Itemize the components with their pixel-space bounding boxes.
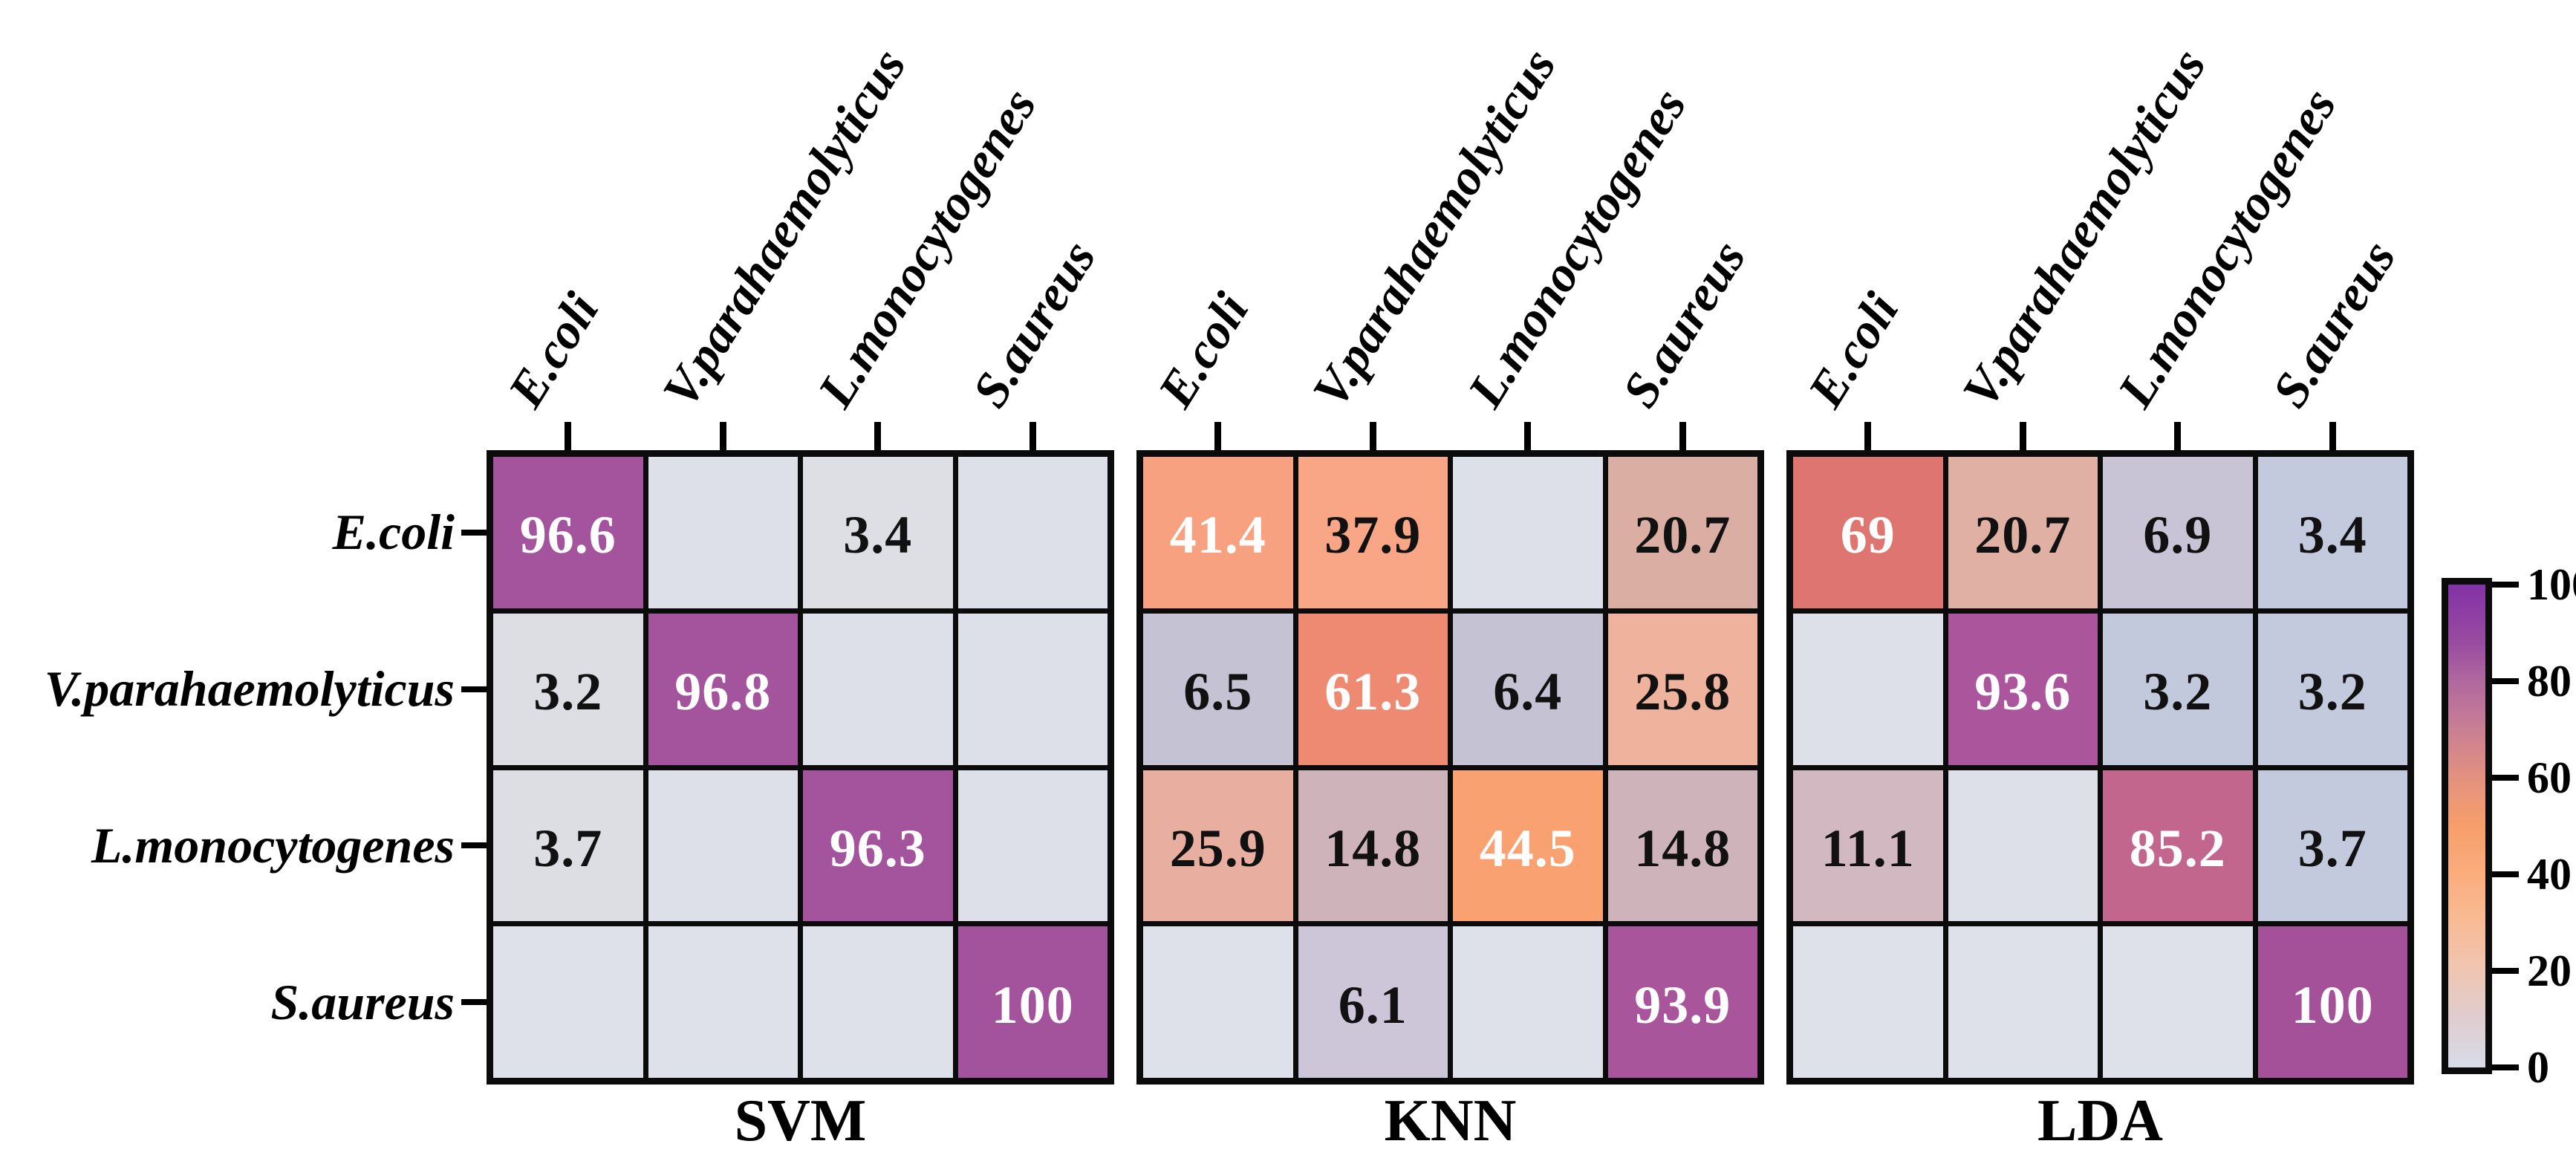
heatmap-cell: 3.2 <box>2257 613 2407 765</box>
row-label: E.coli <box>332 504 455 561</box>
colorbar-tick-label: 40 <box>2527 849 2572 899</box>
heatmap-cell <box>1793 926 1943 1078</box>
column-tick <box>1369 422 1376 450</box>
heatmap-cell <box>493 926 643 1078</box>
heatmap-cell: 14.8 <box>1607 770 1757 922</box>
heatmap-cell <box>803 926 953 1078</box>
heatmap-cell <box>1948 926 2098 1078</box>
heatmap-cell: 25.9 <box>1143 770 1293 922</box>
heatmap-cell <box>648 457 798 608</box>
colorbar-tick <box>2492 678 2519 684</box>
column-label: S.aureus <box>961 230 1107 417</box>
colorbar-tick <box>2492 1064 2519 1070</box>
heatmap-cell: 96.3 <box>803 770 953 922</box>
heatmap-cell: 93.9 <box>1607 926 1757 1078</box>
method-label-svm: SVM <box>734 1088 867 1154</box>
heatmap-cell <box>957 613 1108 765</box>
heatmap-cell: 96.6 <box>493 457 643 608</box>
column-tick <box>874 422 882 450</box>
row-tick <box>461 529 487 536</box>
column-label: S.aureus <box>2261 230 2407 417</box>
heatmap-cell: 93.6 <box>1948 613 2098 765</box>
column-tick <box>719 422 726 450</box>
column-label: E.coli <box>496 283 610 417</box>
heatmap-cell: 3.7 <box>2257 770 2407 922</box>
heatmap-cell: 3.2 <box>493 613 643 765</box>
heatmap-cell <box>803 613 953 765</box>
heatmap-cell: 3.4 <box>803 457 953 608</box>
heatmap-cell: 85.2 <box>2103 770 2253 922</box>
heatmap-cell: 20.7 <box>1948 457 2098 608</box>
row-tick <box>461 686 487 692</box>
heatmap-cell <box>1948 770 2098 922</box>
confusion-matrix-knn: 41.4 37.9 20.7 6.5 61.3 6.4 25.8 25.9 14.8 44.5 14… <box>1136 450 1764 1085</box>
heatmap-cell: 6.4 <box>1453 613 1603 765</box>
column-tick <box>565 422 572 450</box>
heatmap-cell <box>2103 926 2253 1078</box>
heatmap-cell: 11.1 <box>1793 770 1943 922</box>
column-label: S.aureus <box>1611 230 1757 417</box>
heatmap-cell <box>1143 926 1293 1078</box>
row-tick <box>461 842 487 849</box>
column-label: E.coli <box>1146 283 1260 417</box>
heatmap-cell: 6.9 <box>2103 457 2253 608</box>
heatmap-cell: 37.9 <box>1298 457 1448 608</box>
heatmap-cell: 20.7 <box>1607 457 1757 608</box>
heatmap-cell <box>957 770 1108 922</box>
colorbar-tick-label: 60 <box>2527 752 2572 802</box>
column-tick <box>1214 422 1222 450</box>
heatmap-cell: 96.8 <box>648 613 798 765</box>
colorbar <box>2442 578 2492 1074</box>
heatmap-cell <box>1453 926 1603 1078</box>
heatmap-cell <box>648 926 798 1078</box>
confusion-matrix-svm: 96.6 3.4 3.2 96.8 3.7 96.3 100 <box>487 450 1114 1085</box>
heatmap-cell: 100 <box>2257 926 2407 1078</box>
heatmap-cell: 41.4 <box>1143 457 1293 608</box>
colorbar-tick <box>2492 775 2519 781</box>
colorbar-tick-label: 80 <box>2527 656 2572 706</box>
heatmap-cell <box>1793 613 1943 765</box>
colorbar-tick <box>2492 871 2519 877</box>
heatmap-cell: 6.1 <box>1298 926 1448 1078</box>
column-tick <box>1524 422 1532 450</box>
method-label-lda: LDA <box>2037 1088 2163 1154</box>
colorbar-tick <box>2492 968 2519 974</box>
row-label: S.aureus <box>270 973 455 1030</box>
heatmap-cell: 3.7 <box>493 770 643 922</box>
heatmap-cell: 61.3 <box>1298 613 1448 765</box>
confusion-matrix-lda: 69 20.7 6.9 3.4 93.6 3.2 3.2 11.1 85.2 3.7 100 <box>1786 450 2414 1085</box>
heatmap-cell: 69 <box>1793 457 1943 608</box>
column-label: E.coli <box>1796 283 1910 417</box>
heatmap-cell <box>648 770 798 922</box>
column-tick <box>2019 422 2026 450</box>
heatmap-cell: 14.8 <box>1298 770 1448 922</box>
colorbar-tick-label: 20 <box>2527 946 2572 995</box>
heatmap-cell: 25.8 <box>1607 613 1757 765</box>
column-tick <box>1864 422 1872 450</box>
row-label: V.parahaemolyticus <box>44 660 455 718</box>
colorbar-tick-label: 100 <box>2527 559 2576 609</box>
heatmap-cell: 44.5 <box>1453 770 1603 922</box>
column-tick <box>1029 422 1036 450</box>
column-tick <box>2329 422 2336 450</box>
heatmap-cell <box>957 457 1108 608</box>
heatmap-cell: 3.4 <box>2257 457 2407 608</box>
row-tick <box>461 999 487 1006</box>
heatmap-cell <box>1453 457 1603 608</box>
column-tick <box>1679 422 1686 450</box>
row-label: L.monocytogenes <box>91 816 455 874</box>
heatmap-cell: 6.5 <box>1143 613 1293 765</box>
colorbar-tick-label: 0 <box>2527 1042 2549 1092</box>
method-label-knn: KNN <box>1384 1088 1517 1154</box>
colorbar-tick <box>2492 582 2519 588</box>
heatmap-cell: 3.2 <box>2103 613 2253 765</box>
heatmap-cell: 100 <box>957 926 1108 1078</box>
column-tick <box>2174 422 2182 450</box>
